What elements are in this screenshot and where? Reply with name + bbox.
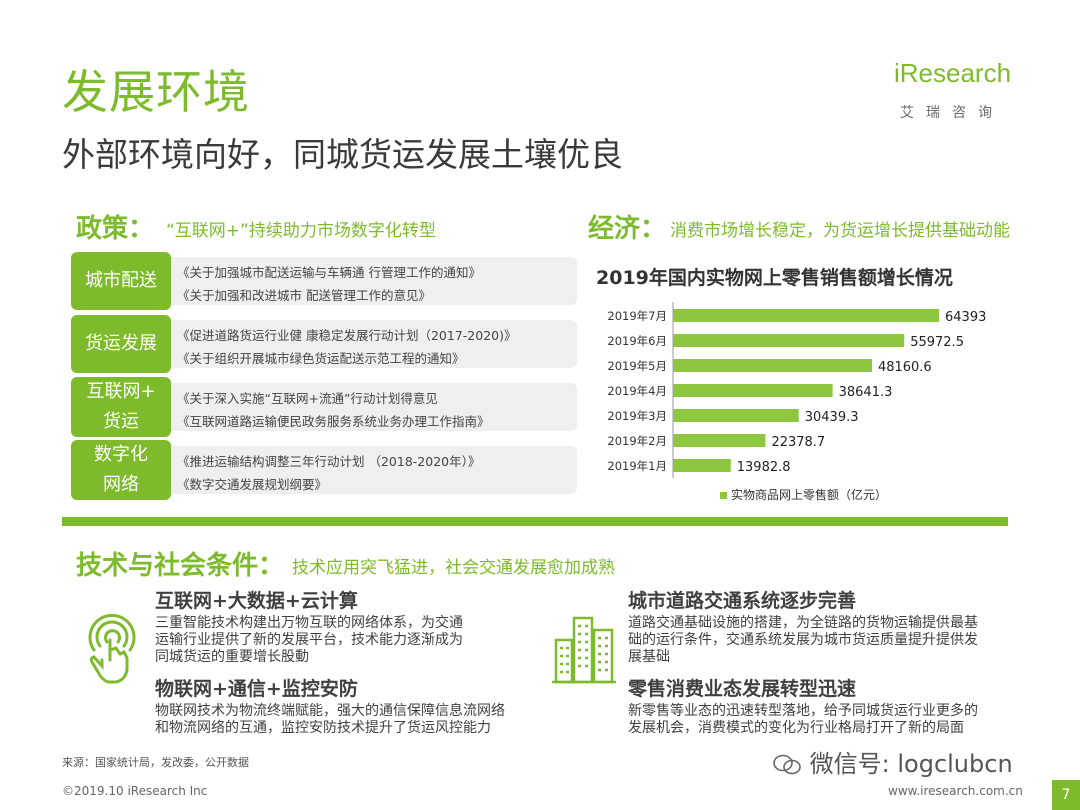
chart-legend: 实物商品网上零售额（亿元）: [720, 486, 887, 503]
touch-hand-icon: [88, 613, 136, 684]
value-label: 22378.7: [771, 435, 825, 450]
category-label: 2019年4月: [607, 384, 667, 398]
logo-wordmark: iResearch: [894, 58, 1012, 88]
economy-note: 消费市场增长稳定，为货运增长提供基础动能: [670, 221, 1010, 241]
policy-tag: 货运发展: [71, 315, 171, 373]
bar: [673, 384, 833, 397]
wechat-watermark: 微信号: logclubcn: [772, 744, 1013, 779]
value-label: 64393: [945, 310, 986, 325]
text-line: 新零售等业态的迅速转型落地，给予同城货运行业更多的: [628, 703, 978, 719]
tech-item-title: 互联网+大数据+云计算: [155, 590, 358, 612]
page-subtitle: 外部环境向好，同城货运发展土壤优良: [62, 135, 623, 174]
bar: [673, 459, 731, 472]
policy-doc: 《关于组织开展城市绿色货运配送示范工程的通知》: [177, 351, 465, 366]
iresearch-logo: iResearch 艾瑞咨询: [880, 58, 1040, 128]
wechat-icon: [773, 754, 801, 775]
tech-item-text: 物联网技术为物流终端赋能，强大的通信保障信息流网络 和物流网络的互通，监控安防技…: [155, 703, 505, 737]
text-line: 物联网技术为物流终端赋能，强大的通信保障信息流网络: [155, 703, 505, 719]
policy-tag: 城市配送: [71, 252, 171, 310]
policy-doc: 《关于加强城市配送运输与车辆通 行管理工作的通知》: [177, 265, 481, 280]
tech-item-text: 道路交通基础设施的搭建，为全链路的货物运输提供最基 础的运行条件，交通系统发展为…: [628, 615, 978, 666]
bar: [673, 434, 766, 447]
policy-doc: 《关于深入实施“互联网+流通”行动计划得意见: [177, 391, 438, 406]
section-divider: [62, 517, 1008, 526]
text-line: 三重智能技术构建出万物互联的网络体系，为交通: [155, 615, 463, 631]
page-number: 7: [1052, 780, 1080, 810]
text-line: 和物流网络的互通，监控安防技术提升了货运风控能力: [155, 720, 491, 736]
value-label: 38641.3: [839, 385, 893, 400]
page-title: 发展环境: [62, 65, 250, 119]
chart-title: 2019年国内实物网上零售销售额增长情况: [596, 267, 953, 289]
policy-doc: 《推进运输结构调整三年行动计划 （2018-2020年）》: [177, 454, 481, 469]
policy-heading: 政策：: [76, 214, 155, 244]
logo-subtext: 艾瑞咨询: [900, 105, 1004, 121]
tech-item-title: 零售消费业态发展转型迅速: [628, 678, 857, 700]
text-line: 运输行业提供了新的发展平台，技术能力逐渐成为: [155, 632, 463, 648]
bar: [673, 409, 799, 422]
value-label: 30439.3: [805, 410, 859, 425]
value-label: 55972.5: [910, 335, 964, 350]
text-line: 发展机会，消费模式的变化为行业格局打开了新的局面: [628, 720, 964, 736]
city-buildings-icon: [552, 616, 616, 684]
tech-item-text: 新零售等业态的迅速转型落地，给予同城货运行业更多的 发展机会，消费模式的变化为行…: [628, 703, 978, 737]
policy-doc: 《促进道路货运行业健 康稳定发展行动计划（2017-2020)》: [177, 328, 517, 343]
policy-tag: 互联网+ 货运: [71, 377, 171, 437]
watermark-text: 微信号: logclubcn: [809, 750, 1013, 778]
tech-item-text: 三重智能技术构建出万物互联的网络体系，为交通 运输行业提供了新的发展平台，技术能…: [155, 615, 463, 666]
category-label: 2019年7月: [607, 309, 667, 323]
tech-item-title: 城市道路交通系统逐步完善: [628, 590, 857, 612]
source-note: 来源：国家统计局，发改委，公开数据: [62, 756, 249, 769]
text-line: 展基础: [628, 649, 670, 665]
policy-tag-line: 货运: [103, 411, 139, 432]
text-line: 础的运行条件，交通系统发展为城市货运质量提升提供发: [628, 632, 978, 648]
tech-note: 技术应用突飞猛进，社会交通发展愈加成熟: [292, 558, 615, 578]
value-label: 13982.8: [737, 460, 791, 475]
legend-swatch: [720, 492, 727, 499]
policy-doc: 《数字交通发展规划纲要》: [177, 477, 328, 492]
policy-tag-line: 网络: [103, 474, 139, 495]
text-line: 道路交通基础设施的搭建，为全链路的货物运输提供最基: [628, 615, 978, 631]
value-label: 48160.6: [878, 360, 932, 375]
tech-heading: 技术与社会条件：: [76, 551, 285, 581]
bar: [673, 309, 939, 322]
economy-heading: 经济：: [588, 214, 667, 244]
website-link[interactable]: www.iresearch.com.cn: [888, 784, 1023, 798]
policy-row-box: 《关于深入实施“互联网+流通”行动计划得意见 《互联网道路运输便民政务服务系统业…: [165, 383, 577, 431]
category-label: 2019年6月: [607, 334, 667, 348]
legend-label: 实物商品网上零售额（亿元）: [731, 488, 888, 502]
bar-chart: 2019年7月 64393 2019年6月 55972.5 2019年5月 48160.6…: [607, 302, 986, 478]
bar: [673, 334, 905, 347]
policy-doc: 《关于加强和改进城市 配送管理工作的意见》: [177, 288, 431, 303]
category-label: 2019年3月: [607, 409, 667, 423]
text-line: 同城货运的重要增长股動: [155, 649, 309, 665]
copyright: ©2019.10 iResearch Inc: [62, 784, 208, 798]
policy-tag-line: 数字化: [94, 444, 148, 465]
policy-tag: 数字化 网络: [71, 440, 171, 500]
policy-row-box: 《关于加强城市配送运输与车辆通 行管理工作的通知》 《关于加强和改进城市 配送管…: [165, 257, 577, 305]
policy-tag-line: 互联网+: [86, 381, 156, 402]
tech-item-title: 物联网+通信+监控安防: [155, 678, 358, 700]
policy-row-box: 《促进道路货运行业健 康稳定发展行动计划（2017-2020)》 《关于组织开展…: [165, 320, 577, 368]
category-label: 2019年2月: [607, 434, 667, 448]
category-label: 2019年1月: [607, 459, 667, 473]
policy-note: “互联网+”持续助力市场数字化转型: [166, 221, 436, 241]
bar: [673, 359, 872, 372]
category-label: 2019年5月: [607, 359, 667, 373]
policy-doc: 《互联网道路运输便民政务服务系统业务办理工作指南》: [177, 414, 490, 429]
policy-row-box: 《推进运输结构调整三年行动计划 （2018-2020年）》 《数字交通发展规划纲…: [165, 446, 577, 494]
